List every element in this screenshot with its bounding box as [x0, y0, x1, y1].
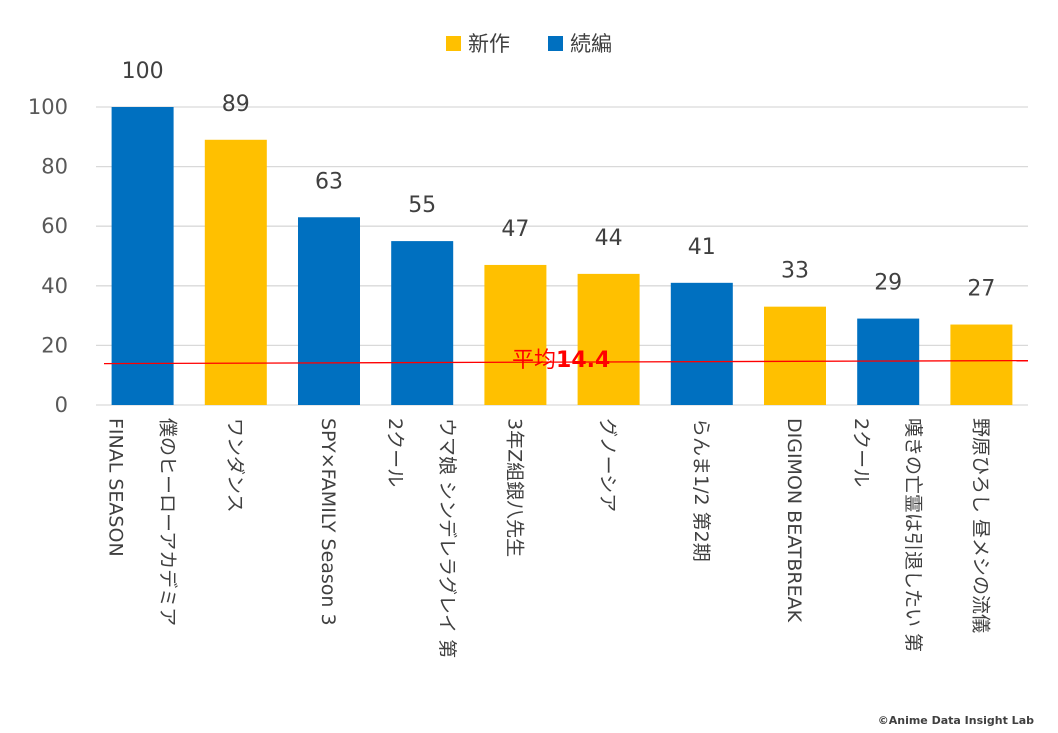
x-category-label: DIGIMON BEATBREAK — [783, 418, 805, 623]
y-tick-label: 80 — [41, 155, 68, 179]
bar — [298, 217, 360, 405]
bar — [111, 107, 174, 405]
x-category-label: 2クール — [850, 418, 872, 487]
average-label: 平均14.4 — [512, 348, 610, 373]
bar — [950, 324, 1013, 405]
x-category-label: グノーシア — [597, 418, 619, 512]
bar — [204, 139, 267, 405]
x-category-label: 2クール — [384, 418, 406, 487]
legend-label: 新作 — [468, 32, 510, 56]
data-label: 100 — [122, 59, 164, 84]
legend-swatch — [548, 36, 563, 51]
data-label: 63 — [315, 169, 343, 194]
bars — [111, 107, 1013, 405]
bar — [764, 306, 826, 405]
data-label: 29 — [874, 271, 902, 296]
y-tick-label: 0 — [55, 393, 68, 417]
bar — [670, 282, 733, 405]
data-label: 55 — [408, 193, 436, 218]
x-category-label: 嘆きの亡霊は引退したい 第 — [902, 418, 924, 652]
y-tick-label: 20 — [41, 333, 68, 357]
bar — [391, 241, 454, 405]
data-label: 47 — [501, 217, 529, 242]
data-label: 27 — [967, 277, 995, 302]
y-tick-label: 40 — [41, 274, 68, 298]
x-category-label: らんま1/2 第2期 — [690, 418, 712, 562]
bar — [577, 273, 640, 405]
x-category-label: 僕のヒーローアカデミア — [157, 418, 179, 626]
x-axis-labels: 僕のヒーローアカデミア FINAL SEASON ワンダンス SPY×FAMILY S… — [105, 418, 992, 658]
data-label: 33 — [781, 259, 809, 284]
y-tick-label: 60 — [41, 214, 68, 238]
data-label: 44 — [595, 226, 623, 251]
data-label: 89 — [222, 92, 250, 117]
legend: 新作 続編 — [446, 32, 612, 56]
x-category-label: FINAL SEASON — [105, 418, 127, 557]
x-category-label: ワンダンス — [224, 418, 246, 513]
average-line-group: 平均14.4 — [103, 348, 1029, 373]
x-category-label: SPY×FAMILY Season 3 — [317, 418, 339, 626]
x-category-label: 野原ひろし 昼メシの流儀 — [969, 418, 991, 633]
x-category-label: 3年Z組銀八先生 — [503, 418, 525, 557]
y-axis-ticks: 0 20 40 60 80 100 — [28, 95, 68, 417]
data-labels: 100 89 63 55 47 44 41 33 29 27 — [122, 59, 996, 302]
bar — [484, 264, 547, 405]
x-category-label: ウマ娘 シンデレラグレイ 第 — [436, 418, 458, 658]
average-line — [103, 359, 1029, 365]
credit-text: ©Anime Data Insight Lab — [878, 714, 1034, 727]
legend-swatch — [446, 36, 461, 51]
y-tick-label: 100 — [28, 95, 68, 119]
bar — [857, 318, 920, 405]
data-label: 41 — [688, 235, 716, 260]
legend-label: 続編 — [570, 32, 612, 56]
